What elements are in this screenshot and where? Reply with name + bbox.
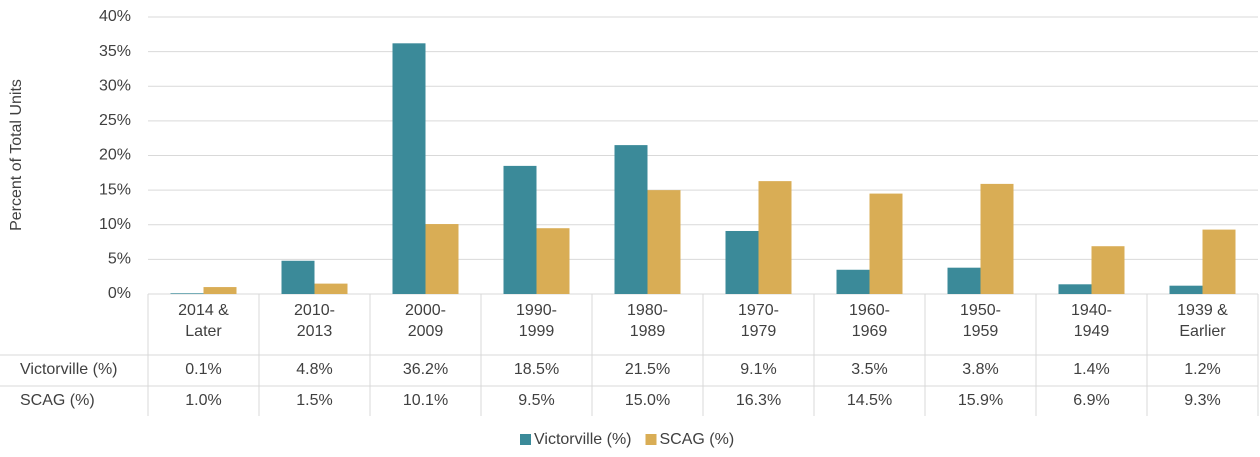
table-cell: 15.0% [625, 392, 670, 409]
x-tick-label: 2000-2009 [405, 302, 446, 340]
y-tick-label: 15% [99, 181, 131, 198]
x-tick-label: 2014 & Later [178, 302, 229, 340]
bar [725, 230, 759, 294]
y-tick-label: 40% [99, 8, 131, 25]
y-tick-label: 0% [108, 285, 131, 302]
x-tick-label: 1980-1989 [627, 302, 668, 340]
bar [425, 224, 459, 294]
y-axis-label: Percent of Total Units [8, 79, 25, 231]
y-tick-label: 30% [99, 77, 131, 94]
bar [1169, 285, 1203, 294]
table-cell: 21.5% [625, 361, 670, 378]
table-cell: 15.9% [958, 392, 1003, 409]
table-cell: 1.2% [1184, 361, 1220, 378]
table-row-label: Victorville (%) [20, 361, 118, 378]
bar [836, 269, 870, 294]
table-cell: 16.3% [736, 392, 781, 409]
legend-swatch [645, 434, 657, 445]
legend-label: Victorville (%) [534, 431, 632, 448]
bar [947, 267, 981, 294]
y-tick-label: 5% [108, 251, 131, 268]
bar [503, 165, 537, 294]
table-cell: 1.4% [1073, 361, 1109, 378]
bar [392, 43, 426, 294]
table-cell: 14.5% [847, 392, 892, 409]
bar [1202, 229, 1236, 294]
y-tick-label: 25% [99, 112, 131, 129]
bar [314, 283, 348, 294]
table-cell: 1.0% [185, 392, 221, 409]
bar [647, 190, 681, 294]
y-tick-label: 20% [99, 147, 131, 164]
bar [614, 145, 648, 294]
table-cell: 36.2% [403, 361, 448, 378]
legend-label: SCAG (%) [660, 431, 735, 448]
bar [758, 181, 792, 294]
table-cell: 18.5% [514, 361, 559, 378]
x-tick-label: 1990-1999 [516, 302, 557, 340]
x-tick-label: 1970-1979 [738, 302, 779, 340]
x-tick-label: 1950-1959 [960, 302, 1001, 340]
bar [203, 287, 237, 294]
bar [980, 183, 1014, 294]
x-tick-label: 2010-2013 [294, 302, 335, 340]
table-row-label: SCAG (%) [20, 392, 95, 409]
table-cell: 6.9% [1073, 392, 1109, 409]
y-tick-label: 35% [99, 43, 131, 60]
bar [1091, 246, 1125, 294]
x-tick-label: 1960-1969 [849, 302, 890, 340]
table-cell: 3.5% [851, 361, 887, 378]
table-cell: 0.1% [185, 361, 221, 378]
table-cell: 3.8% [962, 361, 998, 378]
bar [869, 193, 903, 294]
y-tick-label: 10% [99, 216, 131, 233]
table-cell: 1.5% [296, 392, 332, 409]
table-cell: 10.1% [403, 392, 448, 409]
table-cell: 9.3% [1184, 392, 1220, 409]
table-cell: 9.5% [518, 392, 554, 409]
x-tick-label: 1940-1949 [1071, 302, 1112, 340]
bar [1058, 284, 1092, 294]
table-cell: 4.8% [296, 361, 332, 378]
legend-swatch [520, 434, 531, 445]
x-tick-label: 1939 & Earlier [1177, 302, 1228, 340]
bar [170, 293, 204, 294]
bar [281, 260, 315, 294]
table-cell: 9.1% [740, 361, 776, 378]
bar [536, 228, 570, 294]
